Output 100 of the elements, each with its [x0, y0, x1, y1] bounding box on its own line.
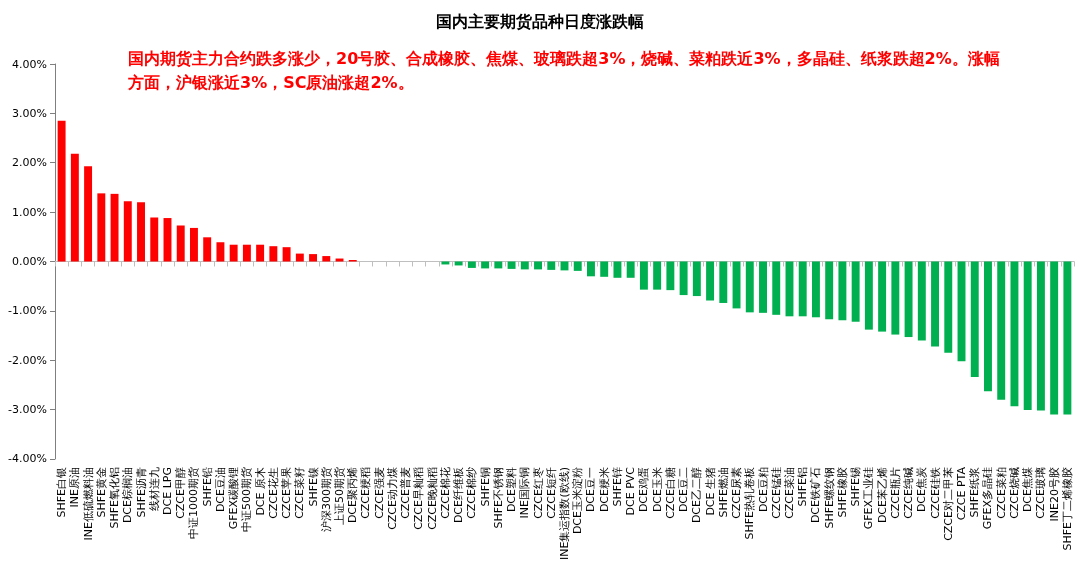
bar	[454, 261, 463, 266]
x-tick-label: 中证500期货	[240, 466, 254, 532]
bar	[110, 193, 119, 262]
x-tick-label: INE低硫燃料油	[81, 466, 95, 541]
bar	[772, 261, 781, 315]
bar	[825, 261, 834, 320]
y-tick-label: -1.00%	[8, 304, 47, 318]
x-tick-label: CZCE硅铁	[928, 466, 942, 519]
bar	[547, 261, 556, 270]
x-tick-label: SHFE沥青	[134, 466, 148, 518]
bar	[838, 261, 847, 321]
x-tick-label: SHFE锡	[849, 466, 863, 507]
x-tick-label: CZCE烧碱	[1007, 466, 1021, 519]
bar	[573, 261, 582, 271]
x-tick-label: CZCE强麦	[372, 466, 386, 519]
bar	[851, 261, 860, 322]
x-tick-label: DCE苯乙烯	[875, 466, 889, 524]
bar	[613, 261, 622, 278]
x-tick-label: 中证1000期货	[187, 466, 201, 539]
y-tick-label: 1.00%	[12, 205, 47, 219]
x-tick-label: CZCE对二甲苯	[941, 466, 955, 541]
bar	[1023, 261, 1032, 411]
x-tick-label: CZCE纯碱	[902, 466, 916, 519]
x-tick-label: CZCE玻璃	[1034, 466, 1048, 519]
bar	[242, 244, 251, 262]
x-tick-label: 上证50期货	[333, 466, 347, 525]
bar	[269, 246, 278, 262]
bar	[137, 202, 145, 262]
bar	[481, 261, 490, 269]
bar	[970, 261, 979, 378]
bar	[441, 261, 450, 265]
bar	[587, 261, 595, 277]
x-tick-label: DCE玉米淀粉	[571, 466, 585, 535]
x-tick-label: SHFE铅	[200, 466, 214, 507]
bar	[904, 261, 913, 338]
x-tick-label: DCE豆一	[584, 466, 598, 513]
bar	[203, 237, 212, 262]
x-tick-label: CZCE白糖	[663, 466, 677, 519]
bar	[1010, 261, 1019, 407]
bar	[944, 261, 953, 353]
bar	[309, 254, 318, 262]
x-tick-label: DCE纤维板	[452, 466, 466, 524]
bar	[123, 201, 132, 262]
bar	[282, 247, 291, 262]
bar	[1050, 261, 1059, 415]
x-tick-label: INE20号胶	[1047, 466, 1061, 522]
x-tick-label: SHFE热轧卷板	[743, 466, 757, 540]
bar	[666, 261, 675, 291]
bar	[653, 261, 662, 290]
x-tick-label: DCE LPG	[160, 466, 174, 515]
bar	[494, 261, 503, 269]
x-tick-label: SHFE白银	[55, 466, 69, 518]
bar	[639, 261, 648, 290]
x-tick-label: DCE PVC	[624, 466, 638, 516]
x-tick-label: CZCE菜油	[782, 466, 796, 519]
y-tick-label: -2.00%	[8, 353, 47, 367]
x-tick-label: CZCE尿素	[730, 466, 744, 519]
annotation: 国内期货主力合约跌多涨少，20号胶、合成橡胶、焦煤、玻璃跌超3%，烧碱、菜粕跌近3%，多晶硅、纸浆跌超2%。涨幅方面，沪银涨近3%，SC原油涨超2%。	[127, 48, 1000, 92]
x-tick-label: SHFE氧化铝	[108, 466, 122, 529]
bar	[1063, 261, 1072, 415]
bar	[322, 256, 331, 262]
x-tick-label: CZCE PTA	[955, 466, 969, 521]
x-tick-label: CZCE棉纱	[465, 466, 479, 519]
bar	[189, 227, 198, 262]
x-tick-label: SHFE纸浆	[968, 466, 982, 518]
bar	[150, 217, 159, 262]
bar	[70, 153, 79, 262]
x-tick-label: CZCE锰硅	[769, 466, 783, 519]
x-tick-label: DCE豆粕	[756, 466, 770, 513]
bar	[256, 244, 265, 262]
x-tick-label: DCE 原木	[253, 466, 267, 516]
bar	[520, 261, 529, 270]
bar	[984, 261, 992, 392]
x-tick-label: 沪深300期货	[319, 466, 333, 532]
bar	[600, 261, 609, 277]
y-tick-label: -4.00%	[8, 452, 47, 466]
x-tick-label: DCE棕榈油	[121, 466, 135, 524]
x-tick-label: CZCE动力煤	[385, 466, 399, 530]
y-tick-label: 0.00%	[12, 255, 47, 268]
bar	[534, 261, 542, 270]
x-tick-label: SHFE铝	[796, 466, 810, 507]
bar	[811, 261, 820, 318]
x-tick-label: CZCE粳稻	[359, 466, 373, 519]
x-tick-label: GFEX多晶硅	[981, 466, 995, 530]
x-tick-label: INE集运指数(欧线)	[558, 466, 571, 561]
bar	[626, 261, 635, 278]
x-tick-label: DCE聚丙烯	[346, 466, 360, 524]
x-tick-label: SHFE橡胶	[835, 466, 849, 518]
x-tick-label: SHFE螺纹钢	[822, 466, 836, 529]
x-tick-label: CZCE瓶片	[888, 466, 902, 519]
x-tick-label: DCE玉米	[650, 466, 664, 513]
bar	[732, 261, 741, 309]
x-tick-label: GFEX碳酸锂	[227, 466, 241, 530]
bar	[759, 261, 767, 313]
bar	[891, 261, 900, 335]
x-tick-label: SHFE铜	[478, 466, 492, 507]
x-tick-label: CZCE花生	[266, 466, 280, 519]
x-tick-label: INE原油	[68, 466, 82, 508]
bar	[692, 261, 701, 297]
bar	[864, 261, 873, 330]
